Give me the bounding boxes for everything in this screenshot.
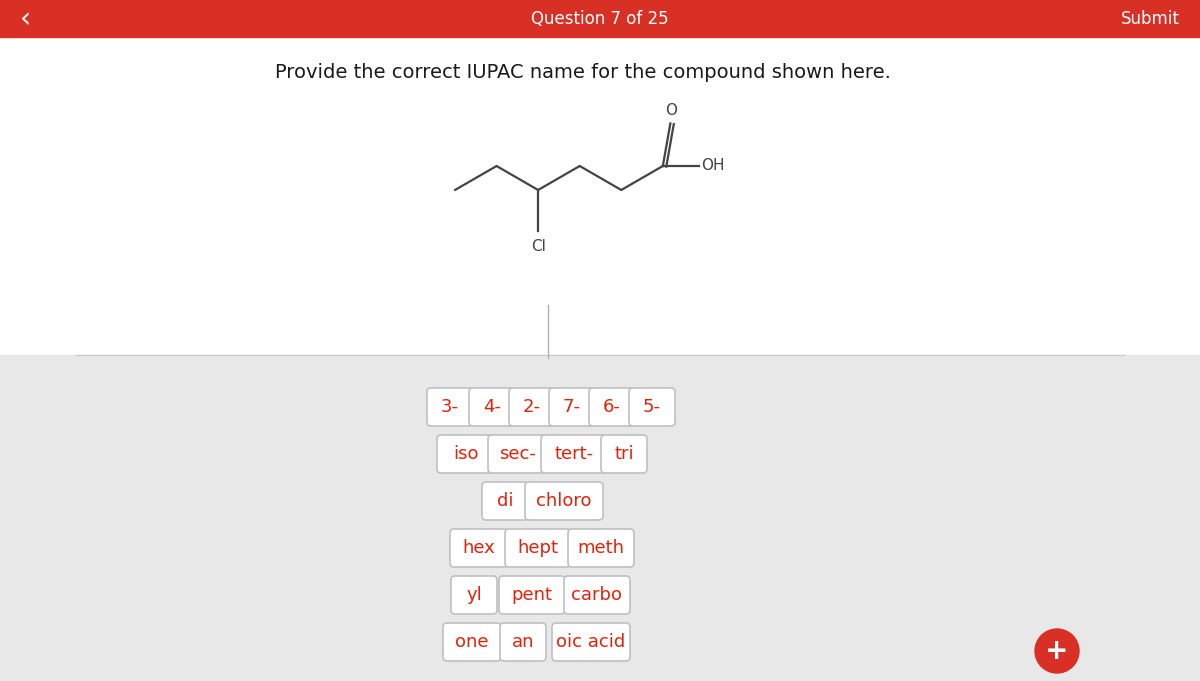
FancyBboxPatch shape (564, 576, 630, 614)
Text: 4-: 4- (482, 398, 502, 416)
FancyBboxPatch shape (568, 529, 634, 567)
Text: di: di (497, 492, 514, 510)
Text: Provide the correct IUPAC name for the compound shown here.: Provide the correct IUPAC name for the c… (275, 63, 890, 82)
Text: sec-: sec- (498, 445, 535, 463)
Text: one: one (455, 633, 488, 651)
Text: ‹: ‹ (19, 5, 30, 33)
Bar (0, 37, 1200, 355)
Text: iso: iso (454, 445, 479, 463)
Text: oic acid: oic acid (557, 633, 625, 651)
FancyBboxPatch shape (450, 529, 508, 567)
FancyBboxPatch shape (550, 388, 595, 426)
FancyBboxPatch shape (629, 388, 674, 426)
Text: 7-: 7- (563, 398, 581, 416)
FancyBboxPatch shape (488, 435, 546, 473)
FancyBboxPatch shape (469, 388, 515, 426)
FancyBboxPatch shape (499, 576, 565, 614)
Text: chloro: chloro (536, 492, 592, 510)
FancyBboxPatch shape (505, 529, 571, 567)
Text: 2-: 2- (523, 398, 541, 416)
Text: O: O (665, 104, 677, 118)
FancyBboxPatch shape (482, 482, 528, 520)
FancyBboxPatch shape (443, 623, 502, 661)
Text: hept: hept (517, 539, 558, 557)
FancyBboxPatch shape (437, 435, 496, 473)
Text: 6-: 6- (604, 398, 620, 416)
FancyBboxPatch shape (552, 623, 630, 661)
Text: pent: pent (511, 586, 552, 604)
Text: +: + (1045, 637, 1069, 665)
Bar (0, 355, 1200, 681)
FancyBboxPatch shape (526, 482, 604, 520)
Text: hex: hex (463, 539, 496, 557)
Circle shape (1034, 629, 1079, 673)
Text: meth: meth (577, 539, 624, 557)
FancyBboxPatch shape (427, 388, 473, 426)
FancyBboxPatch shape (500, 623, 546, 661)
FancyBboxPatch shape (589, 388, 635, 426)
Text: Submit: Submit (1121, 10, 1180, 27)
Bar (0, 0, 1200, 37)
Text: carbo: carbo (571, 586, 623, 604)
Text: Question 7 of 25: Question 7 of 25 (532, 10, 668, 27)
Text: an: an (511, 633, 534, 651)
FancyBboxPatch shape (601, 435, 647, 473)
Text: 5-: 5- (643, 398, 661, 416)
Text: 3-: 3- (442, 398, 458, 416)
Text: tri: tri (614, 445, 634, 463)
Text: OH: OH (701, 159, 725, 174)
FancyBboxPatch shape (451, 576, 497, 614)
Text: yl: yl (466, 586, 482, 604)
Text: tert-: tert- (554, 445, 594, 463)
FancyBboxPatch shape (509, 388, 554, 426)
FancyBboxPatch shape (541, 435, 607, 473)
Text: Cl: Cl (530, 239, 546, 254)
